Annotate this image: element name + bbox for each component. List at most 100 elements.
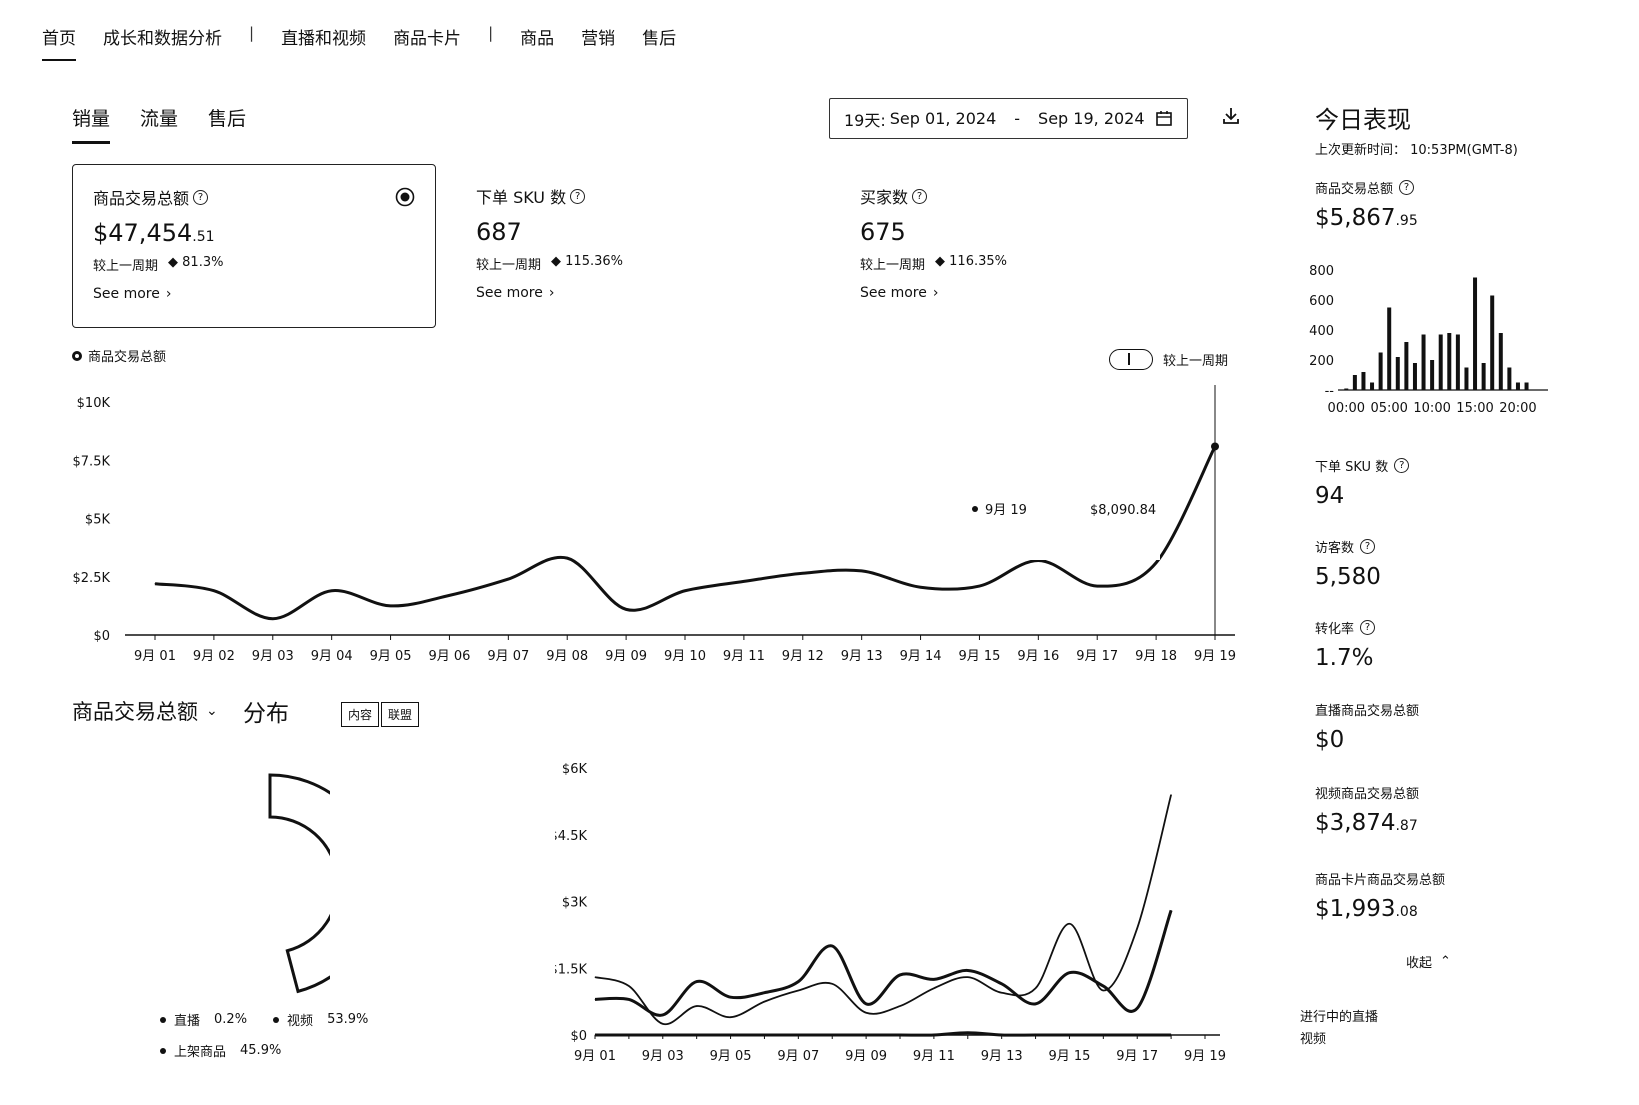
- data-point: [1096, 585, 1098, 587]
- x-tick-label: 9月 13: [841, 649, 883, 664]
- x-tick-label: 9月 11: [913, 1049, 955, 1064]
- bar: [1378, 352, 1383, 390]
- data-point: [865, 1003, 867, 1005]
- see-more-link[interactable]: See more ›: [860, 285, 939, 301]
- help-icon[interactable]: ?: [1360, 539, 1376, 554]
- sub-tabs: 销量 流量 售后: [72, 104, 276, 144]
- nav-products[interactable]: 商品: [520, 29, 555, 49]
- data-point: [1035, 987, 1036, 989]
- data-point: [662, 1034, 664, 1036]
- bar: [1473, 277, 1478, 390]
- hourly-bar-chart: -- 200 400 600 800 00:00 05:00 10:00 15:00 20:00: [1309, 264, 1548, 416]
- collapse-button[interactable]: 收起 ⌃: [1406, 954, 1451, 971]
- legend-item-video: 视频 53.9%: [273, 1010, 368, 1029]
- help-icon[interactable]: ?: [570, 188, 586, 204]
- y-tick-label: $10K: [77, 396, 111, 411]
- nav-after-sales[interactable]: 售后: [642, 29, 677, 49]
- card-value: $47,454: [93, 219, 193, 247]
- tab-sales[interactable]: 销量: [72, 104, 111, 144]
- see-more-link[interactable]: See more ›: [93, 286, 172, 302]
- data-point: [331, 590, 333, 592]
- data-point: [730, 996, 731, 998]
- data-point: [662, 1014, 664, 1016]
- segment-affiliate-button[interactable]: 联盟: [381, 702, 420, 727]
- data-point: [448, 594, 450, 596]
- data-point: [802, 572, 804, 574]
- segment-content-button[interactable]: 内容: [341, 702, 380, 727]
- data-point: [967, 970, 969, 971]
- data-point: [865, 1034, 867, 1036]
- data-point: [1170, 910, 1172, 911]
- compare-toggle-switch[interactable]: [1109, 349, 1153, 370]
- metric-card-gmv[interactable]: 商品交易总额? $47,454.51 较上一周期 ◆ 81.3% See more…: [72, 164, 436, 328]
- today-sku: 下单 SKU 数? 94: [1315, 456, 1410, 509]
- help-icon[interactable]: ?: [193, 189, 209, 205]
- series-line-live: [595, 1031, 1172, 1037]
- chevron-down-icon: ⌄: [206, 703, 218, 719]
- data-point: [730, 1016, 731, 1018]
- data-point: [797, 1034, 799, 1036]
- bar: [1430, 360, 1435, 390]
- data-point: [1170, 794, 1172, 796]
- date-range-start: Sep 01, 2024: [889, 109, 997, 128]
- tab-traffic[interactable]: 流量: [140, 108, 179, 130]
- data-point: [628, 1034, 630, 1036]
- help-icon[interactable]: ?: [1360, 620, 1376, 635]
- x-tick-label: 00:00: [1328, 401, 1365, 416]
- data-point: [628, 985, 630, 987]
- main-chart-legend: 商品交易总额: [72, 346, 166, 365]
- data-point: [764, 1034, 765, 1036]
- data-point: [1102, 990, 1104, 991]
- metric-card-sku[interactable]: 下单 SKU 数? 687 较上一周期 ◆ 115.36% See more ›: [456, 164, 820, 328]
- radio-selected-icon[interactable]: [395, 187, 415, 211]
- help-icon[interactable]: ?: [1394, 458, 1410, 473]
- data-point: [154, 583, 156, 585]
- metric-card-buyers[interactable]: 买家数? 675 较上一周期 ◆ 116.35% See more ›: [840, 164, 1204, 328]
- data-point: [696, 1005, 698, 1007]
- date-range-picker[interactable]: 19天: Sep 01, 2024 - Sep 19, 2024: [829, 98, 1188, 139]
- bar: [1421, 334, 1426, 390]
- distribution-segment: 内容 联盟: [341, 702, 420, 727]
- x-tick-label: 9月 15: [958, 649, 1000, 664]
- date-range-prefix: 19天:: [844, 110, 886, 130]
- data-point: [1069, 923, 1070, 925]
- help-icon[interactable]: ?: [912, 188, 928, 204]
- data-point: [933, 987, 935, 989]
- help-icon[interactable]: ?: [1399, 180, 1415, 195]
- compare-label: 较上一周期: [93, 259, 159, 274]
- distribution-title: 商品交易总额: [72, 700, 198, 724]
- nav-home[interactable]: 首页: [42, 24, 76, 61]
- data-point: [594, 976, 596, 978]
- bar: [1524, 382, 1529, 390]
- data-point: [899, 1005, 901, 1007]
- legend-dot-icon: [72, 350, 82, 361]
- data-point: [978, 585, 980, 587]
- tooltip-box: [965, 490, 1160, 560]
- date-range-dash: -: [1014, 109, 1021, 128]
- data-point: [566, 557, 568, 559]
- data-point: [861, 570, 863, 572]
- today-conversion: 转化率? 1.7%: [1315, 620, 1376, 671]
- data-point: [1102, 1034, 1104, 1036]
- x-tick-label: 9月 18: [1135, 649, 1177, 664]
- nav-separator: |: [249, 24, 255, 42]
- data-point: [1170, 1034, 1172, 1036]
- chevron-right-icon: ›: [548, 285, 555, 301]
- bar: [1352, 375, 1357, 390]
- x-tick-label: 9月 07: [777, 1049, 819, 1064]
- data-point: [1069, 1034, 1070, 1036]
- y-tick-label: $1.5K: [555, 962, 587, 977]
- download-icon[interactable]: [1221, 106, 1241, 130]
- data-point: [1001, 992, 1003, 994]
- legend-bullet-icon: [160, 1047, 166, 1054]
- distribution-metric-select[interactable]: 商品交易总额 ⌄: [72, 696, 218, 726]
- x-tick-label: 20:00: [1499, 401, 1536, 416]
- nav-growth-analytics[interactable]: 成长和数据分析: [103, 29, 222, 49]
- nav-product-card[interactable]: 商品卡片: [393, 29, 462, 49]
- nav-marketing[interactable]: 营销: [581, 29, 616, 49]
- nav-live-video[interactable]: 直播和视频: [281, 29, 367, 49]
- data-point: [662, 1023, 664, 1025]
- live-videos-label: 进行中的直播视频: [1300, 1010, 1379, 1047]
- tab-after-sales[interactable]: 售后: [208, 108, 247, 130]
- see-more-link[interactable]: See more ›: [476, 285, 555, 301]
